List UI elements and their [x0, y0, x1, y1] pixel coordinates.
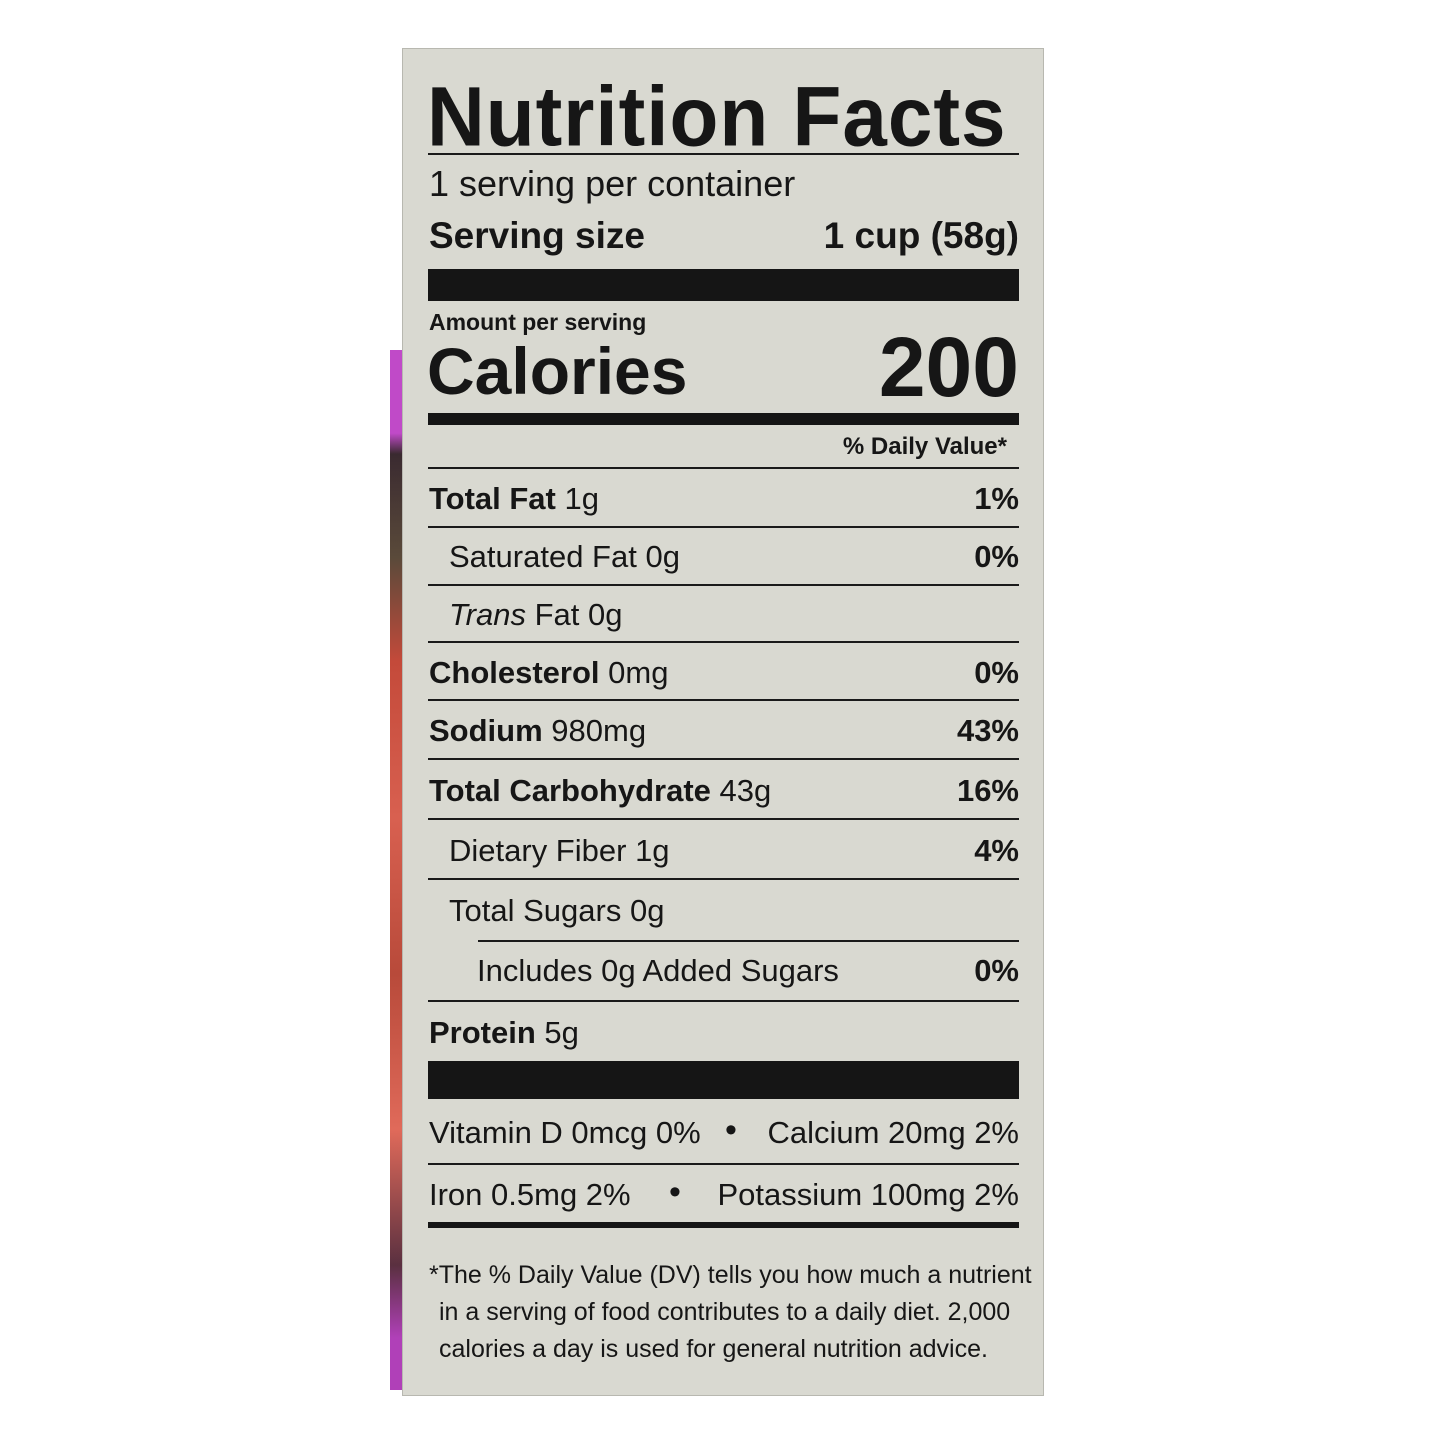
- bullet: •: [669, 1173, 681, 1211]
- nutrient-dietary-fiber: Dietary Fiber 1g: [449, 833, 670, 868]
- nutrient-protein: Protein 5g: [429, 1015, 579, 1050]
- nutrient-saturated-fat: Saturated Fat 0g: [449, 539, 680, 574]
- vitamin-d: Vitamin D 0mcg 0%: [429, 1115, 701, 1150]
- nutrient-cholesterol: Cholesterol 0mg: [429, 655, 669, 690]
- divider: [428, 818, 1019, 820]
- medium-divider: [428, 413, 1019, 425]
- servings-per-container: 1 serving per container: [429, 163, 796, 204]
- nutrient-total-fat: Total Fat 1g: [429, 481, 599, 516]
- divider: [428, 641, 1019, 643]
- thick-divider: [428, 269, 1019, 301]
- divider: [428, 699, 1019, 701]
- calories-value: 200: [878, 320, 1019, 414]
- divider: [428, 1000, 1019, 1002]
- divider: [428, 758, 1019, 760]
- nutrient-total-sugars: Total Sugars 0g: [449, 893, 665, 928]
- divider: [478, 940, 1019, 942]
- nutrient-total-carbohydrate: Total Carbohydrate 43g: [429, 773, 772, 808]
- nutrient-trans-fat: Trans Fat 0g: [449, 597, 623, 632]
- nutrient-sodium: Sodium 980mg: [429, 713, 647, 748]
- dv-total-fat: 1%: [974, 481, 1019, 516]
- divider: [428, 878, 1019, 880]
- thick-divider: [428, 1061, 1019, 1099]
- calcium: Calcium 20mg 2%: [767, 1115, 1019, 1150]
- dv-added-sugars: 0%: [974, 953, 1019, 988]
- dv-sodium: 43%: [956, 713, 1019, 748]
- nutrient-added-sugars: Includes 0g Added Sugars: [477, 953, 839, 988]
- divider: [428, 467, 1019, 469]
- dv-total-carbohydrate: 16%: [956, 773, 1019, 808]
- bullet: •: [725, 1111, 737, 1149]
- divider: [428, 1163, 1019, 1165]
- nutrition-facts-label: Nutrition Facts 1 serving per container …: [402, 48, 1044, 1396]
- potassium: Potassium 100mg 2%: [717, 1177, 1019, 1212]
- amount-per-serving: Amount per serving: [429, 309, 647, 335]
- divider: [428, 153, 1019, 155]
- divider: [428, 526, 1019, 528]
- calories-label: Calories: [427, 334, 688, 408]
- daily-value-header: % Daily Value*: [842, 433, 1007, 460]
- medium-divider: [428, 1222, 1019, 1228]
- footnote: *The % Daily Value (DV) tells you how mu…: [429, 1261, 1032, 1363]
- serving-size-value: 1 cup (58g): [823, 215, 1019, 256]
- dv-cholesterol: 0%: [974, 655, 1019, 690]
- iron: Iron 0.5mg 2%: [429, 1177, 631, 1212]
- dv-dietary-fiber: 4%: [974, 833, 1019, 868]
- label-title: Nutrition Facts: [427, 69, 1007, 164]
- package-edge: [390, 350, 404, 1390]
- dv-saturated-fat: 0%: [974, 539, 1019, 574]
- divider: [428, 584, 1019, 586]
- serving-size-label: Serving size: [429, 215, 645, 256]
